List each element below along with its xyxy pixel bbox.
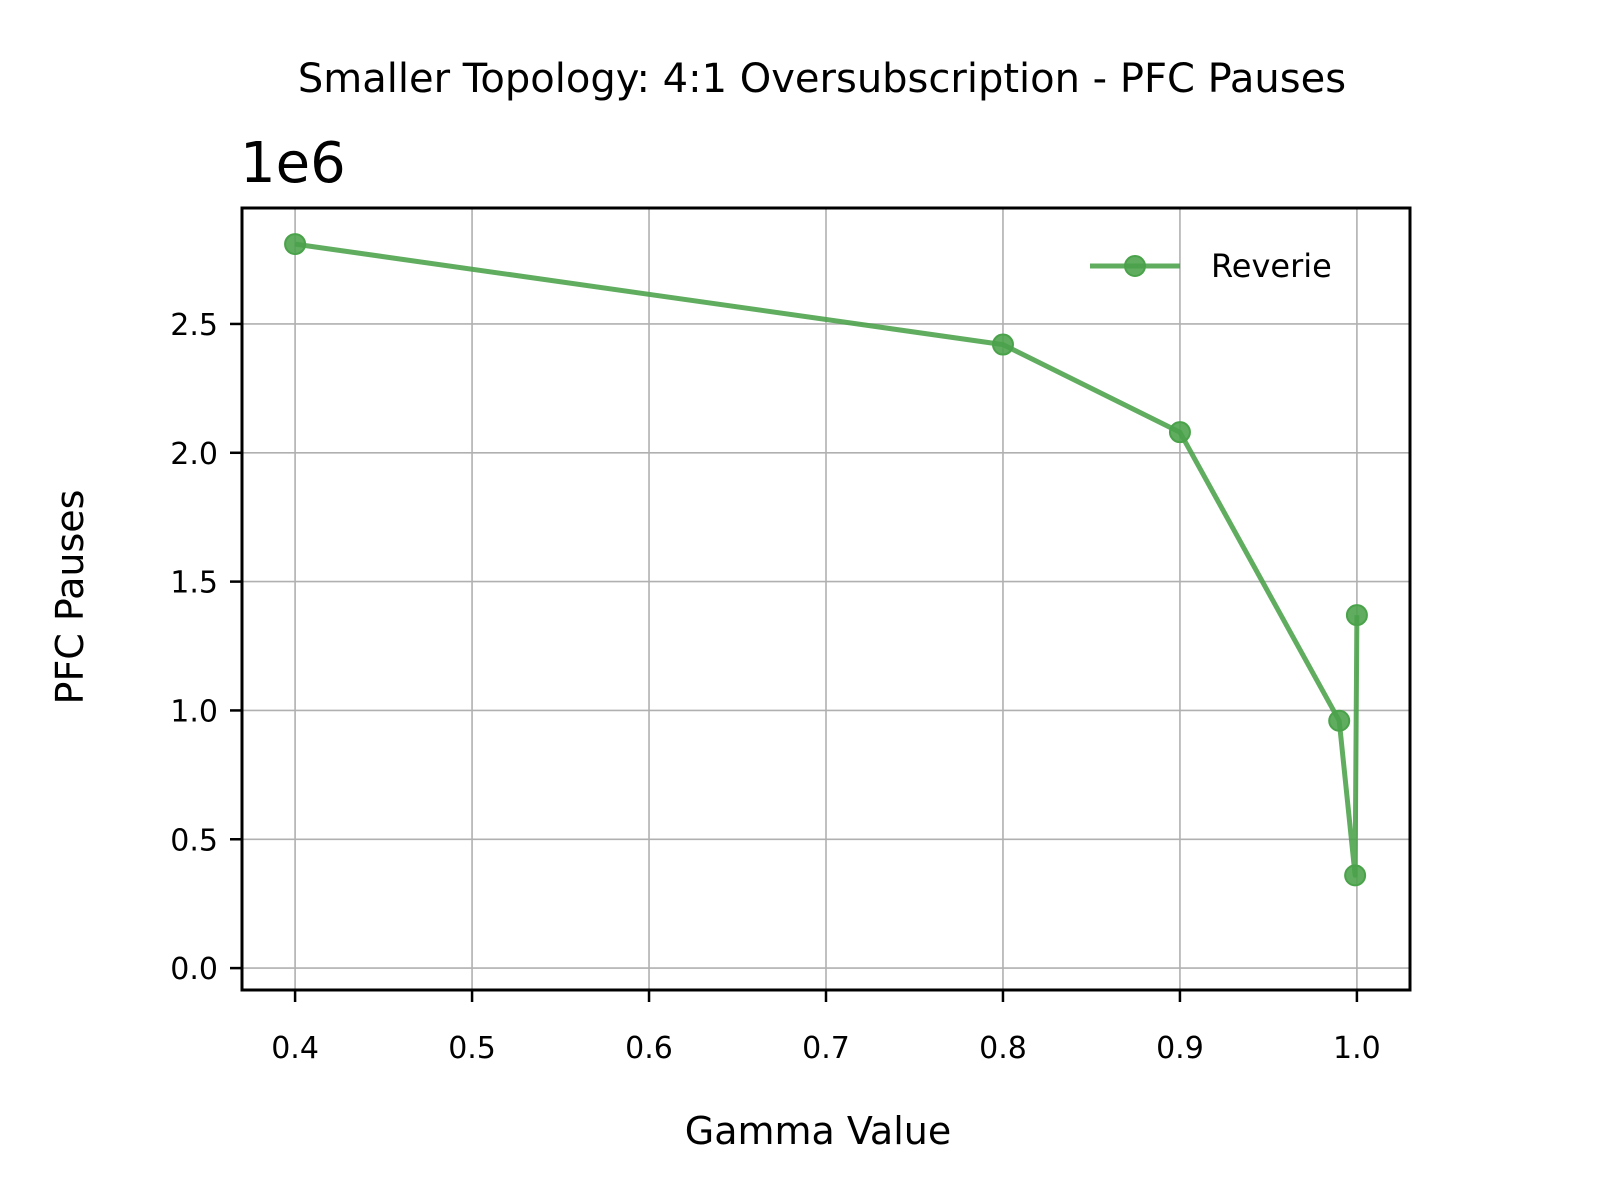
y-tick-label: 2.0	[170, 437, 218, 472]
series-line	[294, 241, 1360, 878]
x-tick-label: 0.7	[802, 1031, 850, 1066]
data-point	[1168, 421, 1191, 444]
chart-title: Smaller Topology: 4:1 Oversubscription -…	[298, 56, 1346, 102]
legend-label: Reverie	[1211, 247, 1332, 285]
data-point	[1344, 864, 1367, 887]
grid-lines	[242, 208, 1410, 990]
data-point	[1328, 709, 1351, 732]
x-tick-label: 0.6	[625, 1031, 673, 1066]
series-layer	[284, 233, 1368, 887]
y-axis-ticks: 0.0 0.5 1.0 1.5 2.0 2.5	[170, 308, 242, 987]
x-tick-label: 0.8	[979, 1031, 1027, 1066]
y-tick-label: 1.0	[170, 694, 218, 729]
data-point	[991, 333, 1014, 356]
y-tick-label: 0.5	[170, 823, 218, 858]
legend-marker	[1124, 255, 1146, 277]
x-tick-label: 1.0	[1333, 1031, 1381, 1066]
y-axis-label: PFC Pauses	[48, 490, 92, 705]
y-axis-offset-label: 1e6	[240, 131, 346, 196]
x-axis-ticks: 0.4 0.5 0.6 0.7 0.8 0.9 1.0	[271, 990, 1381, 1066]
legend: Reverie	[1090, 247, 1332, 285]
data-point	[1345, 604, 1368, 627]
x-tick-label: 0.5	[448, 1031, 496, 1066]
x-tick-label: 0.4	[271, 1031, 319, 1066]
data-point	[284, 233, 307, 256]
y-tick-label: 1.5	[170, 566, 218, 601]
y-tick-label: 2.5	[170, 308, 218, 343]
x-tick-label: 0.9	[1156, 1031, 1204, 1066]
x-axis-label: Gamma Value	[685, 1109, 951, 1153]
y-tick-label: 0.0	[170, 952, 218, 987]
